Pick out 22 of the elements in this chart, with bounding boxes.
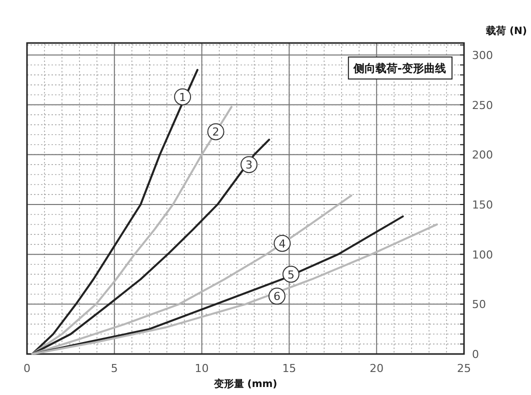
x-tick-label: 0 — [24, 362, 30, 375]
annotation: 4 — [278, 237, 286, 250]
annotation: 1 — [179, 90, 186, 104]
text: 侧向载荷-变形曲线 — [352, 62, 446, 75]
annotation: 6 — [273, 290, 280, 304]
x-axis-title: 变形量 (mm) — [212, 378, 278, 390]
x-tick-label: 20 — [370, 362, 384, 375]
x-tick-label: 25 — [457, 362, 471, 375]
y-tick-label: 0 — [472, 348, 479, 361]
y-tick-label: 50 — [472, 298, 486, 312]
x-tick-label: 5 — [110, 362, 118, 375]
y-tick-label: 100 — [472, 248, 493, 262]
y-axis-title: 载荷 (N) — [485, 25, 527, 37]
y-tick-label: 150 — [472, 198, 493, 212]
x-tick-label: 15 — [282, 362, 296, 375]
y-tick-label: 300 — [472, 48, 493, 62]
y-tick-label: 200 — [472, 148, 493, 162]
annotation: 2 — [212, 126, 220, 139]
annotation: 3 — [245, 158, 252, 172]
annotation: 5 — [287, 268, 294, 282]
x-tick-label: 10 — [194, 362, 209, 375]
y-tick-label: 250 — [472, 98, 493, 112]
